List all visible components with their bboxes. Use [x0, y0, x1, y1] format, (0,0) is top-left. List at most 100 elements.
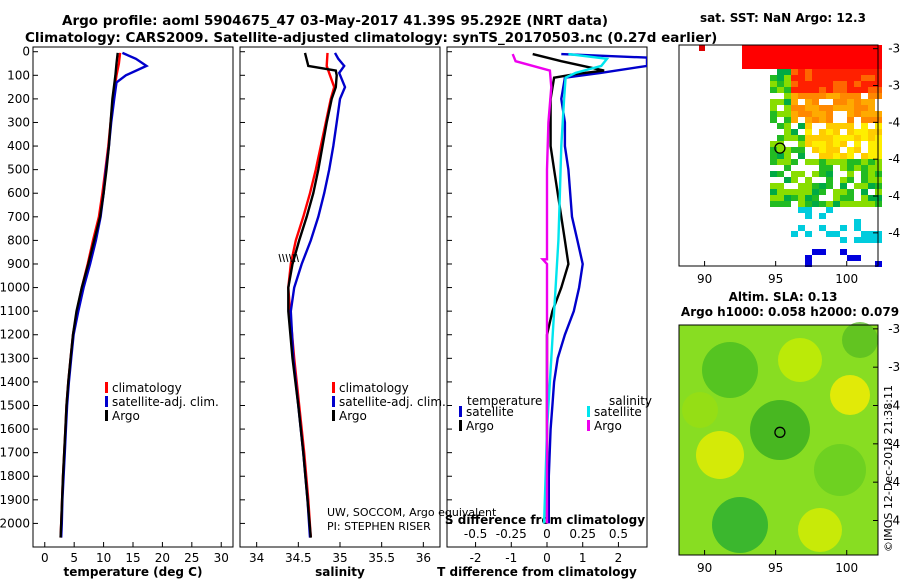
sst-cell	[854, 129, 861, 135]
sst-cell	[868, 201, 875, 207]
sst-cell	[868, 51, 875, 57]
x-tick-label: 2	[615, 551, 623, 565]
sst-cell	[868, 147, 875, 153]
sst-cell	[805, 69, 812, 75]
sst-cell	[847, 87, 854, 93]
sst-cell	[777, 141, 784, 147]
sst-cell	[833, 195, 840, 201]
sst-cell	[819, 129, 826, 135]
sst-cell	[777, 51, 784, 57]
sst-cell	[868, 237, 875, 243]
sst-cell	[784, 129, 791, 135]
sst-cell	[812, 159, 819, 165]
sst-cell	[847, 93, 854, 99]
legend-swatch	[459, 420, 462, 431]
sst-cell	[812, 111, 819, 117]
sst-cell	[854, 135, 861, 141]
map-subtitle: Argo h1000: 0.058 h2000: 0.079	[681, 305, 899, 319]
x-tick-label: 0	[41, 551, 49, 565]
sst-cell	[854, 63, 861, 69]
sst-cell	[833, 63, 840, 69]
sla-blob	[750, 400, 810, 460]
sst-cell	[840, 195, 847, 201]
sst-cell	[805, 63, 812, 69]
sst-cell	[812, 105, 819, 111]
sst-cell	[854, 225, 861, 231]
secondary-tick-label: -0.5	[464, 527, 487, 541]
sst-cell	[854, 75, 861, 81]
y-tick-label: 1100	[0, 304, 30, 318]
sst-cell	[770, 195, 777, 201]
sst-cell	[805, 135, 812, 141]
sst-cell	[861, 165, 868, 171]
sst-map	[699, 45, 882, 267]
x-tick-label: 0	[543, 551, 551, 565]
sst-cell	[798, 93, 805, 99]
sst-cell	[833, 153, 840, 159]
series-line	[547, 52, 647, 524]
sst-cell	[812, 93, 819, 99]
y-tick-label: 2000	[0, 516, 30, 530]
sst-cell	[791, 117, 798, 123]
secondary-tick-label: 0.25	[569, 527, 596, 541]
sst-cell	[763, 51, 770, 57]
legend-title: salinity	[609, 394, 652, 408]
y-tick-label: 700	[7, 210, 30, 224]
sst-cell	[861, 99, 868, 105]
sst-cell	[861, 195, 868, 201]
sst-cell	[742, 51, 749, 57]
sst-cell	[861, 81, 868, 87]
y-tick-label: 1800	[0, 469, 30, 483]
sst-cell	[819, 81, 826, 87]
sst-cell	[868, 105, 875, 111]
sla-blob	[712, 497, 768, 553]
sst-cell	[805, 129, 812, 135]
y-tick-label: 1300	[0, 351, 30, 365]
sst-cell	[840, 81, 847, 87]
legend-label: satellite	[594, 405, 642, 419]
sst-cell	[805, 123, 812, 129]
sst-cell	[819, 213, 826, 219]
x-tick-label: -2	[470, 551, 482, 565]
sst-cell	[826, 183, 833, 189]
argo-position-marker	[774, 426, 786, 438]
sst-cell	[819, 153, 826, 159]
sst-cell	[791, 189, 798, 195]
series-line	[542, 52, 610, 524]
sst-cell	[798, 87, 805, 93]
sst-cell	[840, 123, 847, 129]
sst-cell	[798, 63, 805, 69]
sst-cell	[833, 69, 840, 75]
sst-cell	[784, 87, 791, 93]
map-y-tick-label: -42	[888, 437, 900, 451]
secondary-tick-label: 0.5	[609, 527, 628, 541]
sst-cell	[798, 75, 805, 81]
x-tick-label: 36	[416, 551, 431, 565]
sst-cell	[805, 75, 812, 81]
sst-cell	[770, 81, 777, 87]
sst-cell	[812, 189, 819, 195]
sst-cell	[861, 87, 868, 93]
sst-cell	[798, 225, 805, 231]
sst-cell	[812, 141, 819, 147]
sst-cell	[861, 105, 868, 111]
sst-cell	[861, 153, 868, 159]
sst-cell	[777, 63, 784, 69]
x-tick-label: 10	[96, 551, 111, 565]
sst-cell	[784, 147, 791, 153]
sst-cell	[840, 249, 847, 255]
sst-cell	[812, 51, 819, 57]
legend-label: satellite-adj. clim.	[339, 395, 446, 409]
sst-cell	[861, 159, 868, 165]
sst-cell	[861, 45, 868, 51]
sst-cell	[798, 189, 805, 195]
sst-cell	[798, 195, 805, 201]
sst-cell	[798, 183, 805, 189]
x-tick-label: 34	[249, 551, 264, 565]
sst-cell	[868, 117, 875, 123]
legend-swatch	[105, 396, 108, 407]
sst-cell	[826, 207, 833, 213]
sst-cell	[847, 153, 854, 159]
